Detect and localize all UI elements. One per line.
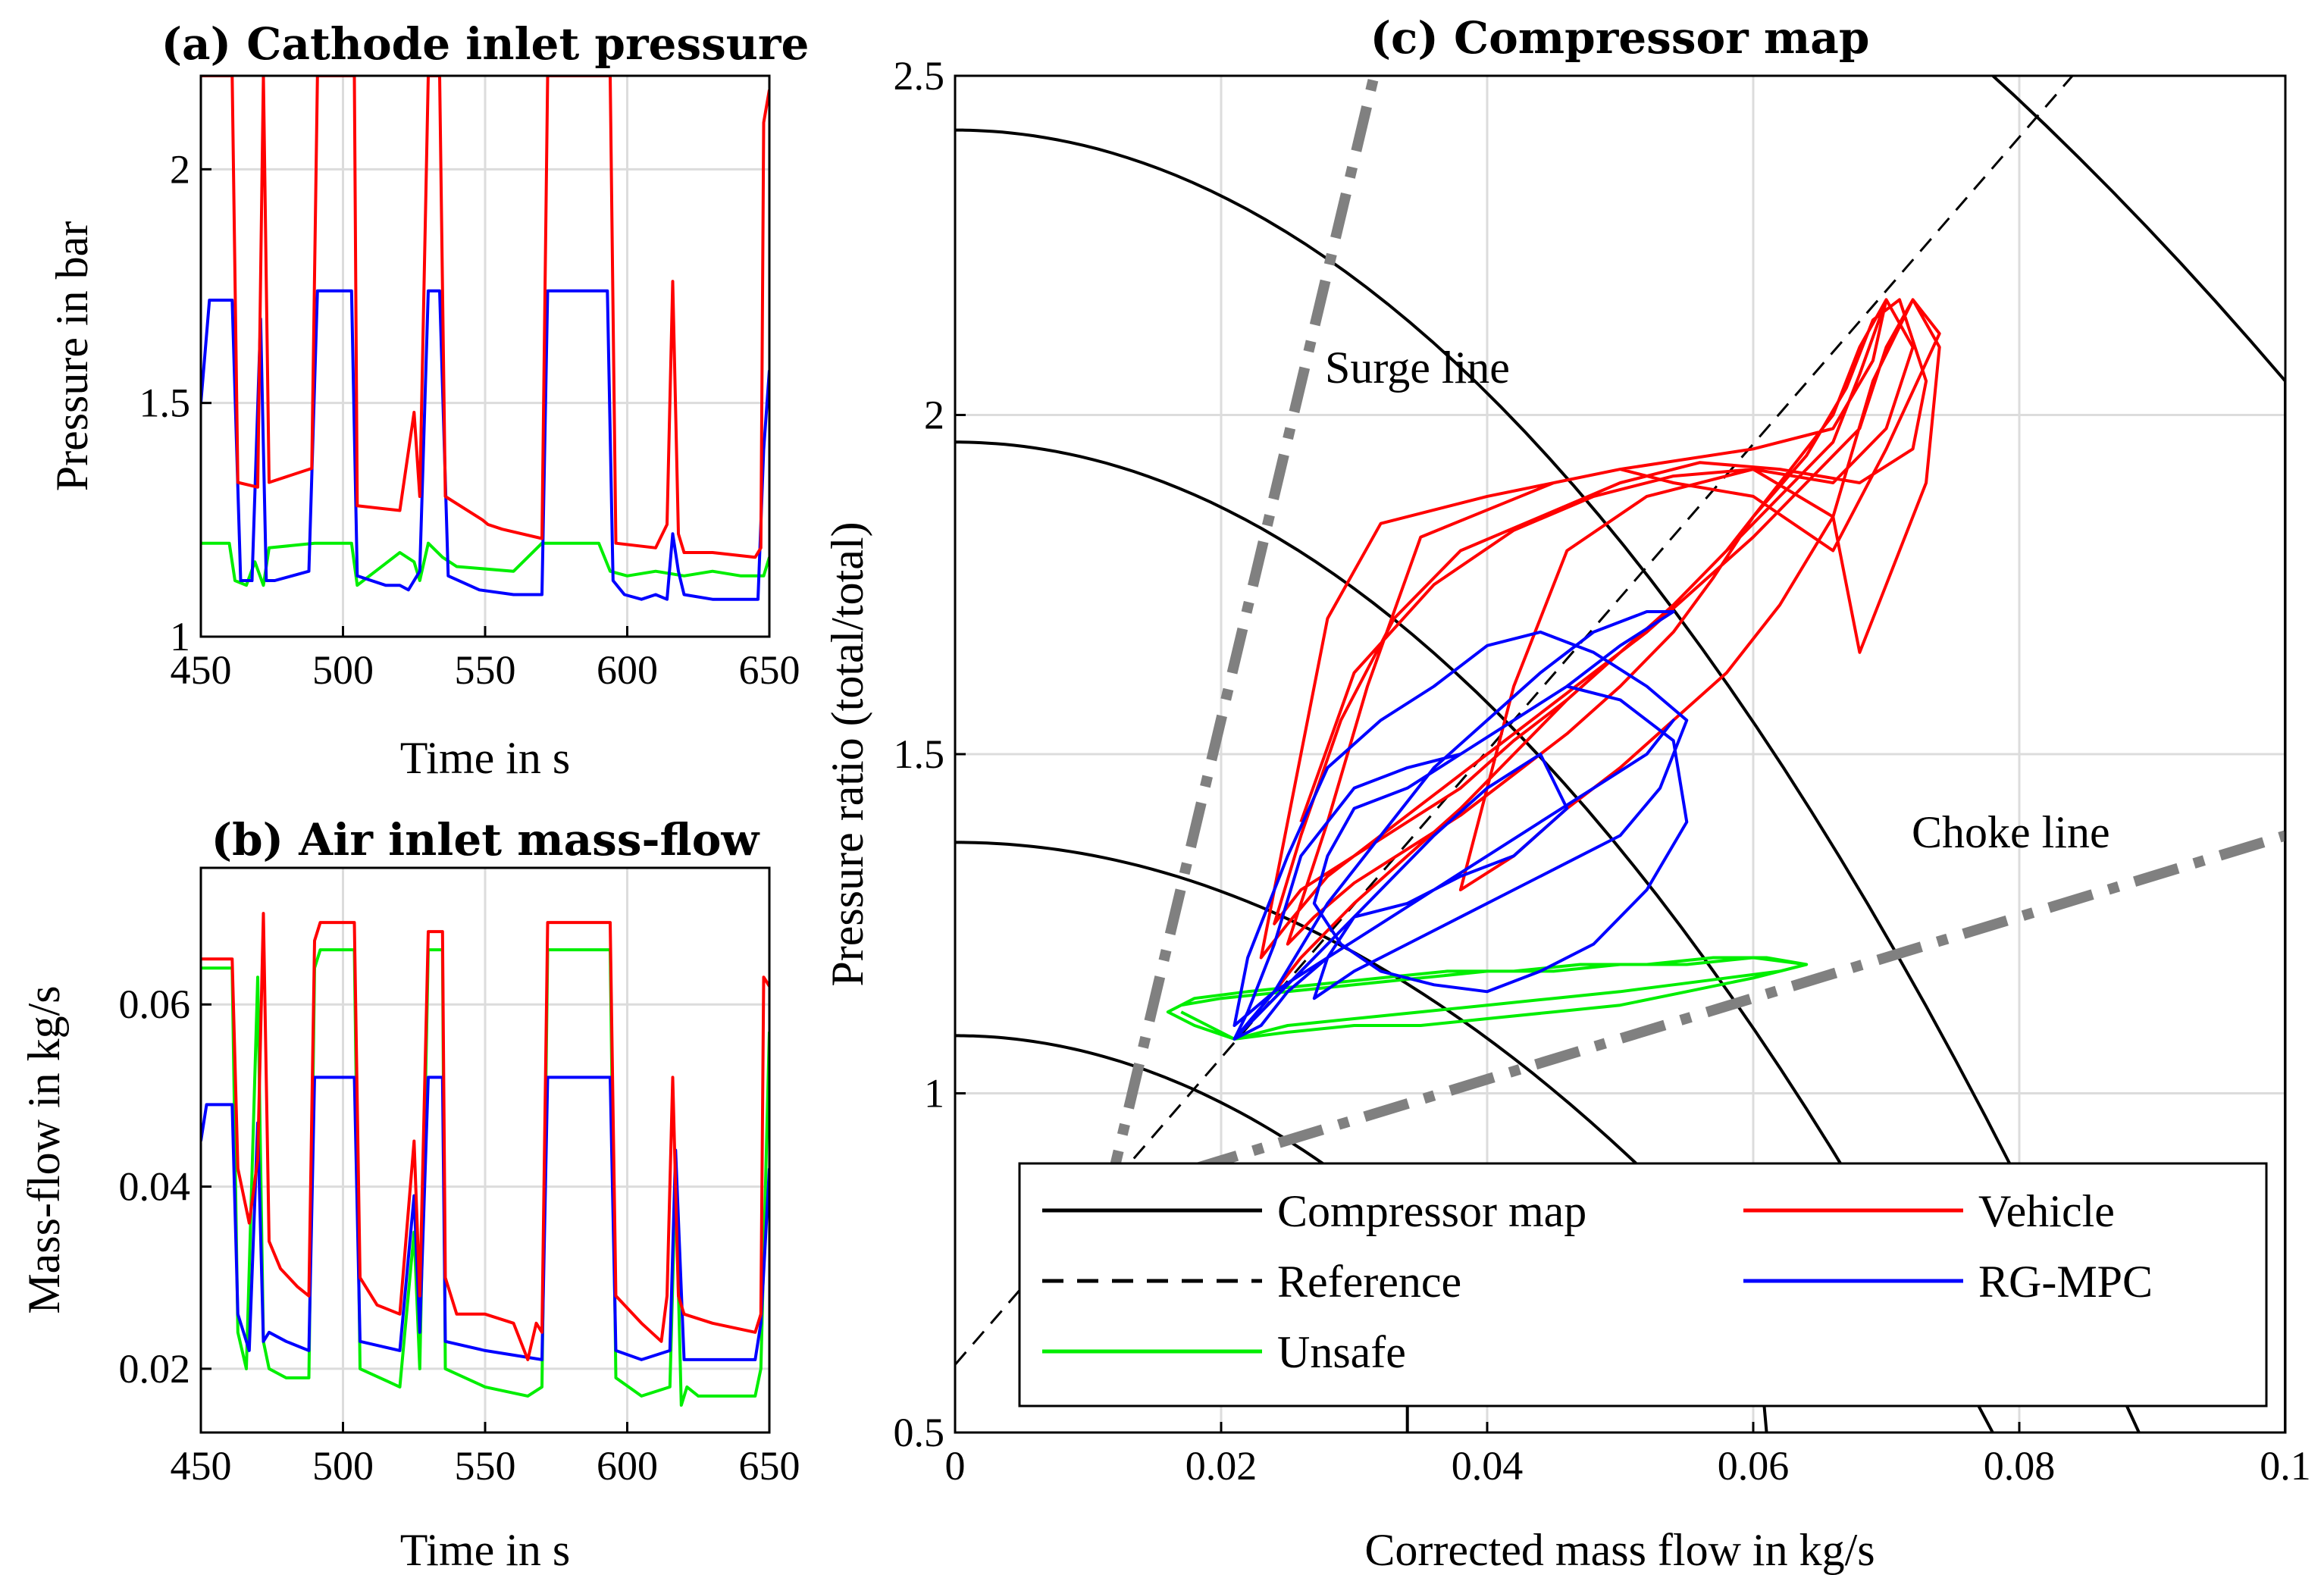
panel-c-ylabel: Pressure ratio (total/total) [822, 521, 872, 986]
legend-box [1018, 1162, 2268, 1407]
panel-a-xtick-label-3: 600 [597, 647, 658, 693]
panel-b-title: (b) Air inlet mass-flow [211, 814, 761, 866]
panel-c-series-rgmpc [1232, 610, 1689, 1041]
panel-b-xtick-label-0: 450 [171, 1443, 232, 1489]
panel-c-ticks: 0 0.02 0.04 0.06 0.08 0.1 0.5 1 1.5 2 2.5 [894, 53, 2311, 1489]
compressor-map-curve-0 [955, 1034, 1409, 1433]
panel-a-xtick-label-4: 650 [739, 647, 800, 693]
panel-b-series [201, 912, 769, 1407]
panel-a-xtick-label-0: 450 [171, 647, 232, 693]
panel-a-series-unsafe [201, 541, 769, 587]
panel-b-ytick-label-0: 0.02 [119, 1346, 191, 1392]
panel-b-series-vehicle [201, 912, 769, 1361]
choke-line-label: Choke line [1912, 807, 2110, 857]
panel-c-ytick-label-4: 2.5 [894, 53, 945, 99]
panel-b-xtick-label-1: 500 [312, 1443, 374, 1489]
panel-a-xtick-label-2: 550 [455, 647, 516, 693]
compressor-map-curve-3 [955, 128, 2141, 1433]
legend: Compressor map Vehicle Reference RG-MPC … [1018, 1162, 2268, 1407]
panel-b-xtick-label-3: 600 [597, 1443, 658, 1489]
legend-label-unsafe: Unsafe [1277, 1327, 1406, 1377]
legend-label-rg-mpc: RG-MPC [1978, 1257, 2153, 1307]
panel-a-series-vehicle [201, 76, 769, 559]
legend-label-reference: Reference [1277, 1257, 1461, 1307]
panel-a-series-rgmpc [201, 289, 769, 601]
panel-c: 0 0.02 0.04 0.06 0.08 0.1 0.5 1 1.5 2 2.5 (c) Comp… [822, 12, 2311, 1575]
panel-c-xtick-label-1: 0.02 [1185, 1443, 1258, 1489]
panel-b-ytick-label-1: 0.04 [119, 1164, 191, 1210]
surge-line [1103, 76, 1380, 1197]
legend-label-compressor-map: Compressor map [1277, 1186, 1586, 1236]
panel-c-series-unsafe [1166, 956, 1809, 1041]
panel-b-xlabel: Time in s [400, 1525, 571, 1575]
panel-a-xlabel: Time in s [400, 733, 571, 783]
compressor-map-curve-2 [955, 440, 1994, 1433]
panel-c-xlabel: Corrected mass flow in kg/s [1364, 1525, 1875, 1575]
panel-c-xtick-label-5: 0.1 [2260, 1443, 2311, 1489]
panel-b: 450 500 550 600 650 0.02 0.04 0.06 (b) Air inle… [19, 814, 800, 1575]
panel-b-ytick-label-2: 0.06 [119, 982, 191, 1027]
panel-c-xtick-label-0: 0 [945, 1443, 966, 1489]
panel-b-ylabel: Mass-flow in kg/s [19, 985, 69, 1314]
panel-a-title: (a) Cathode inlet pressure [161, 18, 810, 70]
panel-c-series [1166, 298, 1941, 1041]
panel-a-ylabel: Pressure in bar [47, 221, 97, 492]
panel-c-series-vehicle [1259, 298, 1941, 993]
panel-a-ticks: 450 500 550 600 650 1 1.5 2 [139, 146, 800, 693]
panel-b-xtick-label-4: 650 [739, 1443, 800, 1489]
compressor-map-curve-1 [955, 841, 1768, 1433]
legend-label-vehicle: Vehicle [1978, 1186, 2115, 1236]
panel-b-xtick-label-2: 550 [455, 1443, 516, 1489]
panel-a: 450 500 550 600 650 1 1.5 2 (a) Cathode inlet p… [47, 18, 809, 783]
panel-c-xtick-label-4: 0.08 [1984, 1443, 2056, 1489]
panel-c-ytick-label-2: 1.5 [894, 731, 945, 777]
panel-c-ytick-label-0: 0.5 [894, 1410, 945, 1455]
panel-a-ytick-label-1: 1.5 [139, 380, 191, 426]
panel-c-xtick-label-3: 0.06 [1718, 1443, 1790, 1489]
panel-c-ytick-label-1: 1 [924, 1071, 944, 1116]
panel-b-series-rgmpc [201, 1076, 769, 1361]
panel-a-ytick-label-2: 2 [170, 146, 190, 192]
panel-c-ytick-label-3: 2 [924, 393, 944, 438]
panel-a-ytick-label-0: 1 [170, 614, 190, 659]
panel-c-title: (c) Compressor map [1370, 12, 1870, 64]
panel-a-series [201, 76, 769, 601]
panel-c-lines [955, 76, 2285, 1433]
surge-line-label: Surge line [1325, 343, 1510, 393]
panel-c-xtick-label-2: 0.04 [1452, 1443, 1524, 1489]
panel-b-ticks: 450 500 550 600 650 0.02 0.04 0.06 [119, 982, 800, 1489]
panel-a-xtick-label-1: 500 [312, 647, 374, 693]
choke-line [1106, 830, 2285, 1201]
